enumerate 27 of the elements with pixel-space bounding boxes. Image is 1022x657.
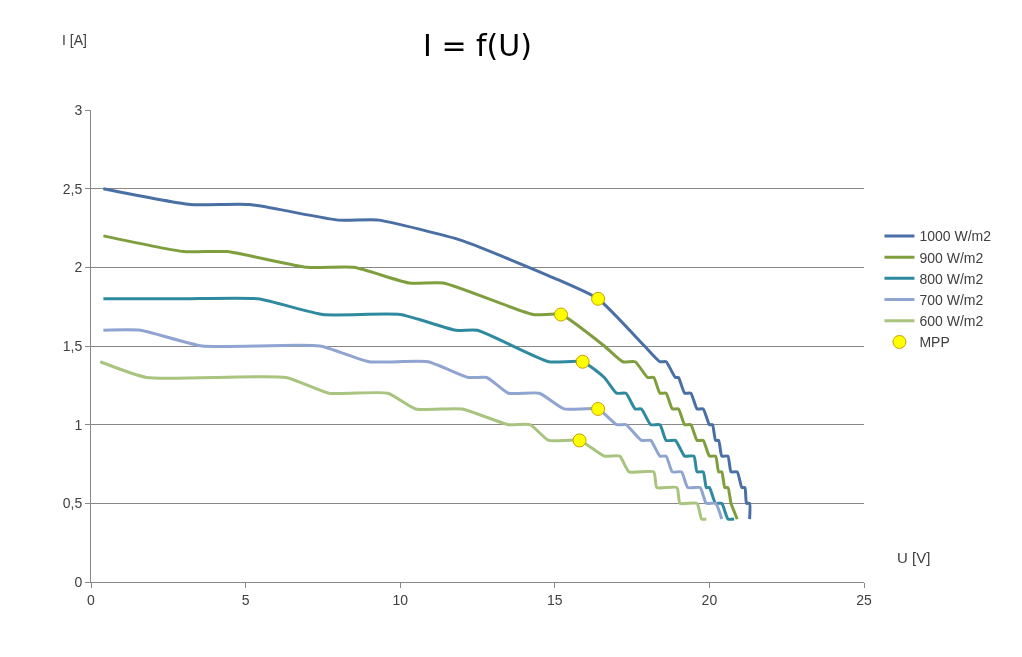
legend-label: 700 W/m2 bbox=[919, 292, 984, 309]
y-tick-label: 2,5 bbox=[62, 180, 83, 197]
x-tick-label: 15 bbox=[547, 591, 563, 608]
line-series bbox=[101, 296, 736, 521]
line-series bbox=[98, 360, 708, 521]
y-tick-label: 2 bbox=[74, 259, 83, 276]
legend-label: MPP bbox=[919, 334, 950, 351]
legend-label: 1000 W/m2 bbox=[919, 228, 992, 245]
chart-title: I = f(U) bbox=[423, 28, 532, 64]
legend-label: 800 W/m2 bbox=[919, 270, 984, 287]
y-tick-label: 0,5 bbox=[62, 495, 83, 512]
x-tick-label: 25 bbox=[856, 591, 872, 608]
y-axis-title: I [A] bbox=[62, 32, 87, 48]
y-tick-label: 0 bbox=[74, 573, 83, 590]
x-axis-title: U [V] bbox=[897, 549, 931, 566]
x-tick-label: 5 bbox=[241, 591, 250, 608]
x-tick-label: 10 bbox=[392, 591, 409, 608]
y-tick-label: 1 bbox=[74, 416, 83, 433]
y-tick-label: 1,5 bbox=[62, 337, 83, 354]
legend-label: 600 W/m2 bbox=[919, 313, 984, 330]
line-series bbox=[101, 328, 724, 521]
x-tick-label: 20 bbox=[701, 591, 718, 608]
y-tick-label: 3 bbox=[74, 101, 83, 118]
x-tick-label: 0 bbox=[87, 591, 96, 608]
line-series bbox=[101, 234, 739, 521]
legend-label: 900 W/m2 bbox=[919, 249, 984, 266]
line-series bbox=[101, 187, 752, 521]
